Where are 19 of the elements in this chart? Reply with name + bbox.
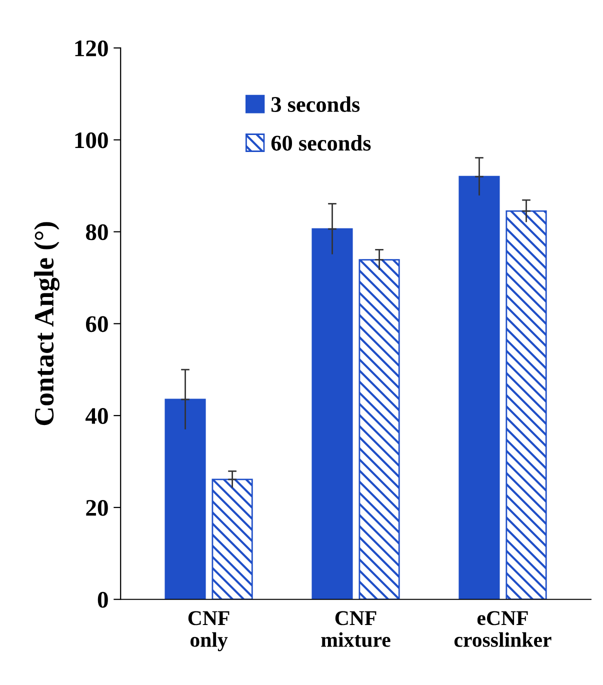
bar — [506, 210, 547, 600]
y-tick-label: 0 — [98, 592, 108, 608]
y-tick-label: 20 — [86, 500, 108, 516]
bar — [358, 259, 400, 600]
x-tick-label: CNF only — [188, 611, 230, 652]
y-axis-title: Contact Angle (°) — [34, 222, 60, 426]
bar — [458, 176, 500, 600]
y-tick-label: 100 — [75, 132, 108, 148]
y-tick-label: 80 — [86, 224, 108, 240]
x-tick-label: CNF mixture — [321, 611, 390, 647]
y-tick-label: 40 — [86, 408, 108, 424]
bar — [312, 228, 353, 600]
legend-label: 3 seconds — [271, 96, 360, 112]
bar — [164, 398, 206, 600]
y-tick-label: 60 — [86, 316, 108, 332]
legend-label: 60 seconds — [271, 135, 371, 151]
bar — [212, 478, 253, 600]
x-tick-label: eCNF crosslinker — [454, 611, 552, 647]
y-tick-label: 120 — [75, 40, 108, 56]
